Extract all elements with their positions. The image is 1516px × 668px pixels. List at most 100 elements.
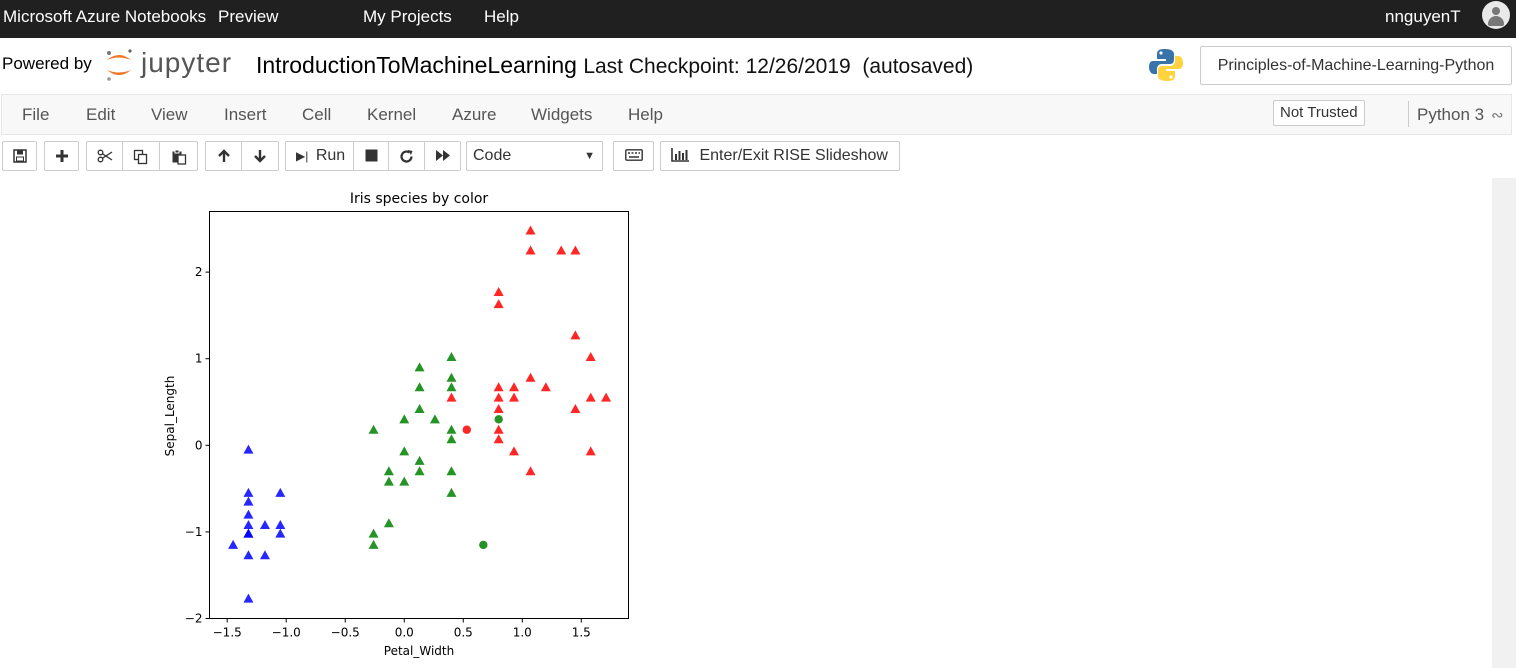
menu-widgets[interactable]: Widgets	[531, 105, 593, 124]
x-tick-label: 1.0	[513, 626, 532, 640]
run-button[interactable]: ▶​| Run	[285, 141, 354, 171]
username[interactable]: nnguyenT	[1385, 7, 1461, 26]
point-red-triangle-9	[493, 382, 504, 392]
cell-type-value: Code	[473, 147, 512, 164]
point-green-triangle-11	[414, 403, 425, 413]
menu-file[interactable]: File	[22, 105, 50, 124]
save-button[interactable]	[2, 141, 37, 171]
python-logo-icon	[1149, 49, 1183, 81]
point-blue-triangle-14	[275, 528, 286, 538]
chart-marks	[228, 225, 612, 603]
menu-kernel[interactable]: Kernel	[367, 105, 417, 124]
x-tick-label: 1.5	[572, 626, 591, 640]
point-red-triangle-3	[570, 245, 581, 255]
point-red-triangle-21	[585, 392, 596, 402]
preview-link[interactable]: Preview	[218, 7, 279, 26]
x-tick-label: −0.5	[331, 626, 360, 640]
top-navbar: Microsoft Azure Notebooks Preview My Pro…	[0, 0, 1516, 38]
point-red-triangle-10	[493, 392, 504, 402]
point-red-triangle-4	[493, 287, 504, 297]
y-axis-label: Sepal_Length	[163, 376, 177, 457]
x-tick-label: −1.0	[272, 626, 301, 640]
kernel-status-icon: ∾	[1491, 107, 1504, 124]
point-blue-triangle-2	[243, 496, 254, 506]
notebook-title[interactable]: IntroductionToMachineLearning Last Check…	[256, 52, 973, 79]
move-down-button[interactable]	[241, 141, 279, 171]
point-blue-triangle-0	[243, 444, 254, 454]
menu-edit[interactable]: Edit	[86, 105, 116, 124]
y-tick-label: −2	[185, 612, 203, 626]
point-red-triangle-18	[525, 466, 536, 476]
point-green-triangle-14	[429, 414, 440, 424]
point-green-triangle-18	[446, 424, 457, 434]
move-up-button[interactable]	[205, 141, 242, 171]
notebook-toolbar: ▶​| Run Code ▼ Enter/Exit RISE Slideshow	[0, 138, 1516, 174]
point-red-triangle-22	[585, 446, 596, 456]
menu-view[interactable]: View	[151, 105, 188, 124]
notebook-name[interactable]: IntroductionToMachineLearning	[256, 52, 577, 78]
point-green-triangle-12	[414, 455, 425, 465]
point-green-triangle-21	[446, 487, 457, 497]
y-tick-label: 2	[195, 265, 203, 279]
point-red-circle-0	[462, 425, 472, 434]
point-red-triangle-2	[556, 245, 567, 255]
point-red-triangle-5	[493, 299, 504, 309]
kernel-divider	[1408, 101, 1409, 127]
y-tick-label: 1	[195, 352, 203, 366]
point-green-triangle-6	[399, 414, 410, 424]
point-blue-triangle-13	[275, 519, 286, 529]
restart-button[interactable]	[388, 141, 425, 171]
kernel-name[interactable]: Python 3	[1417, 105, 1485, 124]
brand-link[interactable]: Microsoft Azure Notebooks	[3, 7, 207, 26]
point-red-triangle-0	[525, 225, 536, 235]
command-palette-button[interactable]	[613, 141, 654, 171]
y-tick-label: 0	[195, 438, 203, 452]
notebook-header: Powered by jupyter IntroductionToMachine…	[0, 38, 1516, 94]
point-green-triangle-4	[383, 476, 394, 486]
point-red-triangle-19	[540, 382, 551, 392]
point-green-triangle-10	[414, 382, 425, 392]
x-tick-label: 0.5	[454, 626, 473, 640]
rise-slideshow-button[interactable]: Enter/Exit RISE Slideshow	[660, 141, 900, 171]
restart-run-all-button[interactable]	[424, 141, 461, 171]
point-green-triangle-9	[414, 362, 425, 372]
my-projects-link[interactable]: My Projects	[363, 7, 452, 26]
menu-help[interactable]: Help	[628, 105, 663, 124]
help-link[interactable]: Help	[484, 7, 519, 26]
point-red-triangle-13	[493, 434, 504, 444]
y-tick-label: −1	[185, 525, 203, 539]
interrupt-button[interactable]	[353, 141, 389, 171]
save-icon	[12, 149, 27, 163]
paste-button[interactable]	[159, 141, 198, 171]
arrow-down-icon	[254, 150, 266, 163]
vertical-scrollbar[interactable]	[1492, 178, 1516, 668]
menu-cell[interactable]: Cell	[302, 105, 332, 124]
powered-by-label: Powered by	[2, 54, 92, 73]
menu-azure[interactable]: Azure	[452, 105, 497, 124]
checkpoint-status: Last Checkpoint: 12/26/2019 (autosaved)	[583, 55, 974, 78]
menu-insert[interactable]: Insert	[224, 105, 267, 124]
point-green-triangle-3	[383, 466, 394, 476]
cut-button[interactable]	[86, 141, 123, 171]
insert-cell-button[interactable]	[44, 141, 79, 171]
trust-status-button[interactable]: Not Trusted	[1273, 100, 1365, 126]
point-green-triangle-2	[368, 539, 379, 549]
run-label: Run	[315, 147, 346, 164]
point-green-triangle-13	[414, 466, 425, 476]
repo-button[interactable]: Principles-of-Machine-Learning-Python	[1200, 46, 1512, 85]
stop-icon	[365, 149, 377, 162]
point-blue-triangle-10	[259, 519, 270, 529]
plus-icon	[55, 150, 68, 162]
scatter-chart: Iris species by color −1.5 −1.0 −0.5 0.0 0.5…	[163, 191, 629, 658]
cell-type-select[interactable]: Code ▼	[466, 141, 603, 171]
notebook-content: Iris species by color −1.5 −1.0 −0.5 0.0 0.5…	[0, 178, 1492, 668]
copy-button[interactable]	[122, 141, 160, 171]
avatar[interactable]	[1482, 1, 1510, 29]
point-blue-triangle-4	[243, 519, 254, 529]
point-red-triangle-16	[509, 446, 520, 456]
jupyter-wordmark[interactable]: jupyter	[141, 47, 233, 78]
keyboard-icon	[624, 149, 643, 161]
point-red-triangle-1	[525, 245, 536, 255]
bar-chart-icon	[671, 148, 689, 162]
point-green-circle-0	[494, 415, 503, 424]
